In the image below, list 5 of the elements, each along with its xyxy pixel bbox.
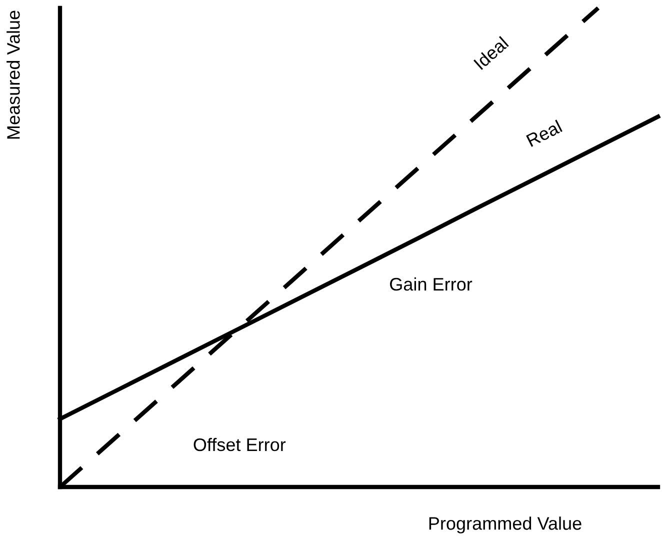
y-axis-title: Measured Value: [6, 10, 20, 139]
annotation: Offset Error: [194, 438, 286, 452]
x-axis-title: Programmed Value: [429, 516, 582, 534]
annotation: Gain Error: [390, 277, 472, 291]
text: Real: [526, 120, 562, 147]
